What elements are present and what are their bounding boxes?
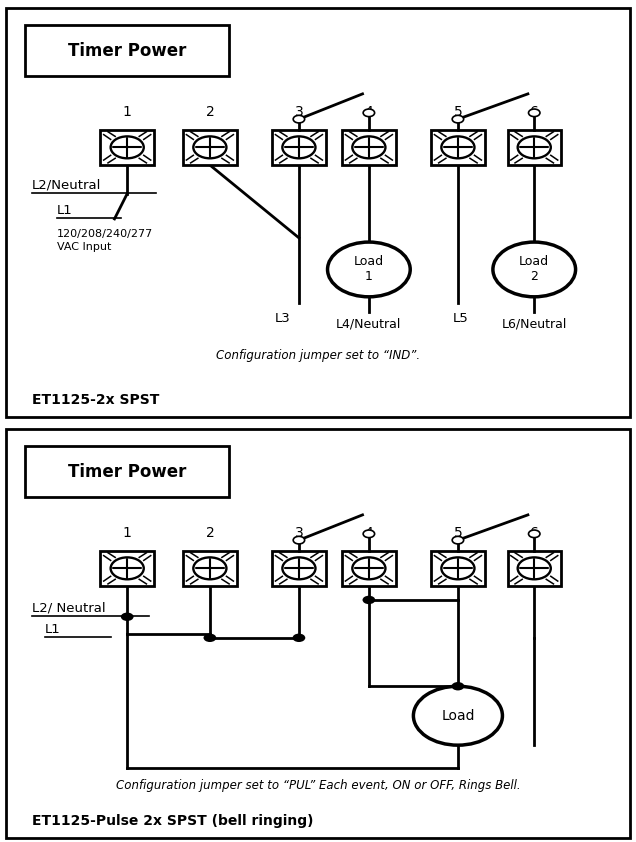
Bar xyxy=(272,130,326,165)
Text: 4: 4 xyxy=(364,526,373,541)
Text: 2: 2 xyxy=(205,526,214,541)
Circle shape xyxy=(529,109,540,116)
Circle shape xyxy=(121,612,134,621)
Bar xyxy=(508,130,561,165)
Bar xyxy=(431,130,485,165)
Text: Load
2: Load 2 xyxy=(519,255,550,284)
Text: 2: 2 xyxy=(205,105,214,119)
Bar xyxy=(272,551,326,586)
Circle shape xyxy=(441,557,474,579)
Text: Timer Power: Timer Power xyxy=(68,462,186,481)
Text: 3: 3 xyxy=(294,105,303,119)
Text: 120/208/240/277
VAC Input: 120/208/240/277 VAC Input xyxy=(57,229,153,252)
Text: Load
1: Load 1 xyxy=(354,255,384,284)
Text: L1: L1 xyxy=(45,623,60,636)
Text: 5: 5 xyxy=(453,526,462,541)
Bar xyxy=(25,25,229,76)
Circle shape xyxy=(363,109,375,116)
Text: Load: Load xyxy=(441,709,474,722)
Bar xyxy=(342,130,396,165)
Circle shape xyxy=(293,633,305,642)
Text: ET1125-2x SPST: ET1125-2x SPST xyxy=(32,393,159,407)
Bar xyxy=(508,551,561,586)
Circle shape xyxy=(518,136,551,158)
Bar xyxy=(342,551,396,586)
Text: L1: L1 xyxy=(57,204,73,217)
Circle shape xyxy=(363,530,375,537)
Circle shape xyxy=(293,536,305,544)
Circle shape xyxy=(293,115,305,123)
Text: 6: 6 xyxy=(530,105,539,119)
Text: L2/Neutral: L2/Neutral xyxy=(32,179,101,191)
Circle shape xyxy=(452,115,464,123)
Text: Configuration jumper set to “PUL” Each event, ON or OFF, Rings Bell.: Configuration jumper set to “PUL” Each e… xyxy=(116,779,520,791)
Circle shape xyxy=(111,136,144,158)
Text: L6/Neutral: L6/Neutral xyxy=(502,317,567,331)
Circle shape xyxy=(363,596,375,605)
Bar xyxy=(100,130,154,165)
Text: L3: L3 xyxy=(275,312,291,324)
Bar xyxy=(25,446,229,497)
Text: 5: 5 xyxy=(453,105,462,119)
Circle shape xyxy=(441,136,474,158)
Circle shape xyxy=(282,557,315,579)
Text: 6: 6 xyxy=(530,526,539,541)
Circle shape xyxy=(529,530,540,537)
Circle shape xyxy=(193,557,226,579)
Circle shape xyxy=(413,686,502,745)
Circle shape xyxy=(518,557,551,579)
Text: 1: 1 xyxy=(123,105,132,119)
Text: L2/ Neutral: L2/ Neutral xyxy=(32,602,106,615)
Text: Configuration jumper set to “IND”.: Configuration jumper set to “IND”. xyxy=(216,349,420,362)
Circle shape xyxy=(328,242,410,297)
Text: ET1125-Pulse 2x SPST (bell ringing): ET1125-Pulse 2x SPST (bell ringing) xyxy=(32,814,314,828)
Circle shape xyxy=(352,557,385,579)
Bar xyxy=(183,551,237,586)
Circle shape xyxy=(493,242,576,297)
Circle shape xyxy=(452,536,464,544)
Circle shape xyxy=(452,682,464,690)
Text: L4/Neutral: L4/Neutral xyxy=(336,317,401,331)
Bar xyxy=(431,551,485,586)
Circle shape xyxy=(193,136,226,158)
Bar xyxy=(100,551,154,586)
Text: L5: L5 xyxy=(453,312,469,324)
Text: Timer Power: Timer Power xyxy=(68,41,186,60)
Text: 3: 3 xyxy=(294,526,303,541)
Bar xyxy=(183,130,237,165)
Circle shape xyxy=(111,557,144,579)
Circle shape xyxy=(282,136,315,158)
Text: 4: 4 xyxy=(364,105,373,119)
Text: 1: 1 xyxy=(123,526,132,541)
Circle shape xyxy=(204,633,216,642)
Circle shape xyxy=(352,136,385,158)
